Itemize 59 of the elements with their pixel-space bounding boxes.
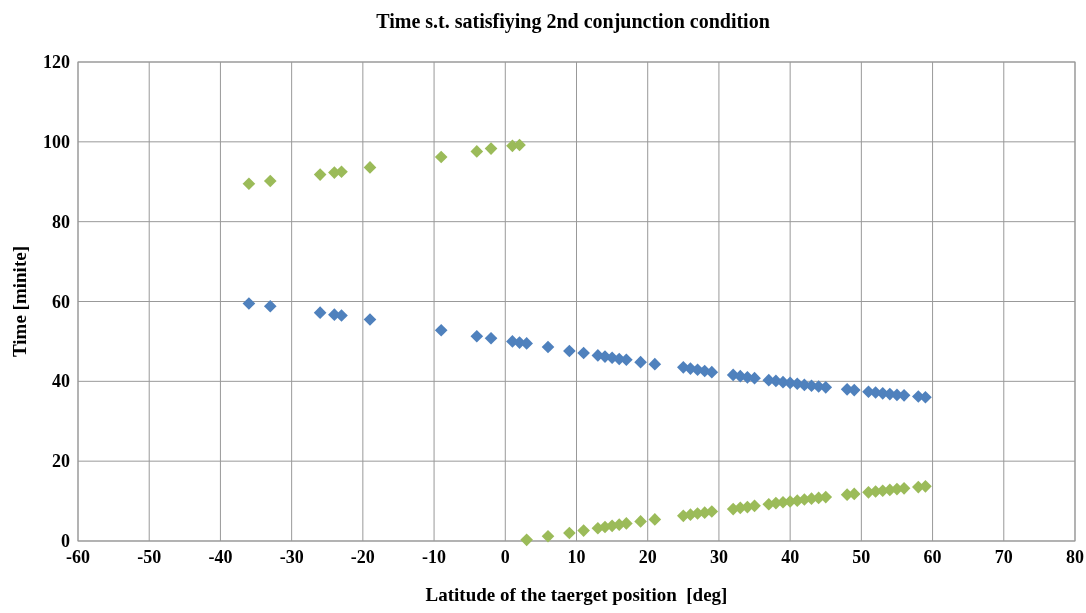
point xyxy=(577,346,590,360)
point xyxy=(648,357,662,371)
point xyxy=(263,299,277,313)
y-tick-label: 60 xyxy=(52,291,70,312)
point xyxy=(919,390,932,404)
point xyxy=(470,145,484,158)
point xyxy=(242,177,256,191)
point xyxy=(513,138,526,152)
point xyxy=(705,365,719,379)
point xyxy=(541,529,555,543)
x-tick-label: 20 xyxy=(638,547,657,567)
x-tick-label: 30 xyxy=(709,547,728,567)
x-tick-label: -50 xyxy=(137,547,162,567)
point xyxy=(470,329,484,343)
x-tick-label: 50 xyxy=(852,547,871,567)
point xyxy=(313,306,327,319)
x-tick-label: 70 xyxy=(994,547,1013,567)
point xyxy=(313,168,327,181)
x-tick-label: 40 xyxy=(781,547,800,567)
x-tick-label: 0 xyxy=(500,547,510,567)
point xyxy=(335,165,348,179)
point xyxy=(819,381,833,394)
point xyxy=(520,533,533,547)
x-axis-title: Latitude of the taerget position [deg] xyxy=(425,584,728,605)
point xyxy=(577,524,590,537)
chart-title: Time s.t. satisfiying 2nd conjunction condition xyxy=(376,10,770,33)
point xyxy=(819,490,833,504)
x-tick-label: -20 xyxy=(350,547,375,567)
point xyxy=(434,323,448,337)
y-tick-label: 40 xyxy=(52,371,70,392)
point xyxy=(748,499,761,513)
point xyxy=(634,515,647,528)
point xyxy=(363,313,377,326)
y-tick-label: 80 xyxy=(52,211,70,232)
point xyxy=(563,526,576,540)
x-tick-label: 60 xyxy=(923,547,942,567)
point xyxy=(648,513,662,526)
point xyxy=(620,353,633,367)
y-axis-title: Time [minite] xyxy=(9,246,30,357)
point xyxy=(363,161,377,174)
y-tick-label: 120 xyxy=(43,52,70,72)
x-tick-label: -40 xyxy=(208,547,233,567)
x-tick-label: 10 xyxy=(567,547,586,567)
point xyxy=(563,344,576,358)
point xyxy=(263,174,277,188)
y-tick-label: 20 xyxy=(52,451,70,472)
point xyxy=(705,505,719,518)
point xyxy=(434,150,448,164)
point xyxy=(634,355,647,369)
point xyxy=(919,479,932,493)
point xyxy=(541,340,555,354)
point xyxy=(242,297,256,310)
y-tick-label: 100 xyxy=(43,131,70,152)
x-tick-label: 80 xyxy=(1066,547,1084,567)
x-tick-label: -10 xyxy=(422,547,447,567)
point xyxy=(748,371,761,385)
point xyxy=(484,142,498,155)
point xyxy=(484,331,498,345)
x-tick-label: -30 xyxy=(279,547,304,567)
